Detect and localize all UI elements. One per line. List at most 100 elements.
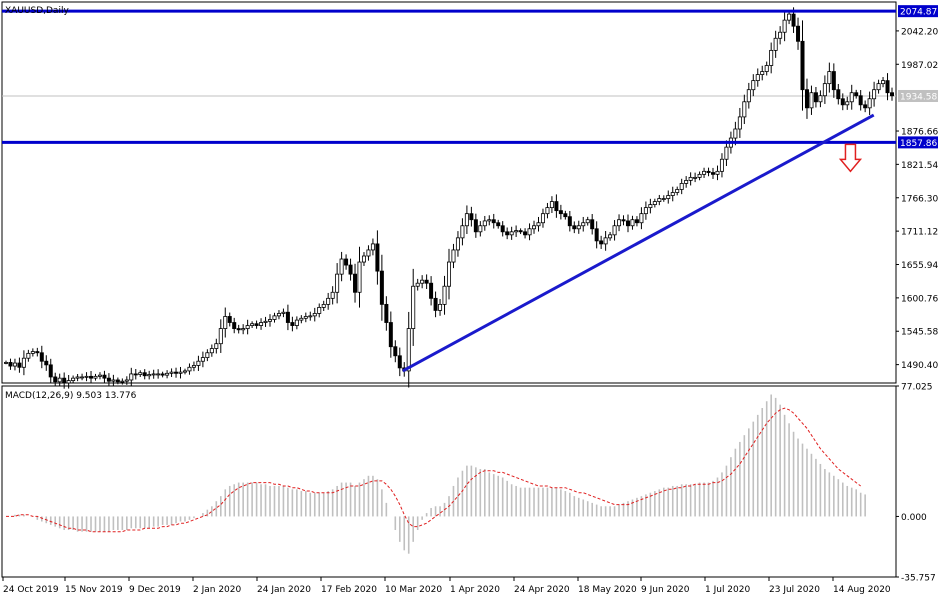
candle-body[interactable] bbox=[263, 320, 268, 323]
candle-body[interactable] bbox=[657, 198, 662, 202]
candle-body[interactable] bbox=[818, 95, 823, 103]
candle-body[interactable] bbox=[227, 316, 232, 323]
candle-body[interactable] bbox=[679, 183, 684, 190]
candle-body[interactable] bbox=[308, 315, 313, 318]
candle-body[interactable] bbox=[75, 376, 80, 379]
candle-body[interactable] bbox=[330, 291, 335, 299]
candle-body[interactable] bbox=[111, 379, 116, 382]
candle-body[interactable] bbox=[554, 201, 559, 212]
candle-body[interactable] bbox=[791, 13, 796, 27]
candle-body[interactable] bbox=[451, 249, 456, 263]
candle-body[interactable] bbox=[191, 365, 196, 368]
candle-body[interactable] bbox=[572, 225, 577, 230]
price-pane-frame[interactable] bbox=[1, 1, 897, 384]
candle-body[interactable] bbox=[840, 98, 845, 106]
candle-body[interactable] bbox=[773, 37, 778, 51]
candle-body[interactable] bbox=[84, 375, 89, 378]
candle-body[interactable] bbox=[500, 225, 505, 233]
candle-body[interactable] bbox=[473, 219, 478, 233]
candle-body[interactable] bbox=[872, 89, 877, 100]
candle-body[interactable] bbox=[26, 352, 31, 359]
candle-body[interactable] bbox=[415, 282, 420, 287]
candle-body[interactable] bbox=[120, 380, 125, 383]
candle-body[interactable] bbox=[581, 222, 586, 227]
candle-body[interactable] bbox=[509, 231, 514, 236]
trend-line[interactable] bbox=[402, 113, 875, 373]
candle-body[interactable] bbox=[608, 234, 613, 239]
candle-body[interactable] bbox=[357, 261, 362, 293]
candle-body[interactable] bbox=[142, 372, 147, 377]
candle-body[interactable] bbox=[746, 89, 751, 103]
candle-body[interactable] bbox=[281, 311, 286, 314]
candle-body[interactable] bbox=[232, 322, 237, 329]
candle-body[interactable] bbox=[625, 220, 630, 227]
candle-body[interactable] bbox=[379, 270, 384, 305]
candle-body[interactable] bbox=[881, 80, 886, 85]
candle-body[interactable] bbox=[711, 172, 716, 175]
candle-body[interactable] bbox=[594, 228, 599, 242]
candle-body[interactable] bbox=[147, 374, 152, 377]
candle-body[interactable] bbox=[760, 71, 765, 75]
candle-body[interactable] bbox=[487, 219, 492, 222]
candle-body[interactable] bbox=[697, 173, 702, 178]
candle-body[interactable] bbox=[303, 316, 308, 319]
candle-body[interactable] bbox=[693, 176, 698, 179]
candle-body[interactable] bbox=[702, 170, 707, 175]
candle-body[interactable] bbox=[675, 189, 680, 193]
candle-body[interactable] bbox=[532, 225, 537, 230]
candle-body[interactable] bbox=[245, 325, 250, 329]
candle-body[interactable] bbox=[259, 322, 264, 326]
candle-body[interactable] bbox=[523, 231, 528, 236]
candle-body[interactable] bbox=[822, 83, 827, 97]
candle-body[interactable] bbox=[115, 379, 120, 383]
candle-body[interactable] bbox=[406, 328, 411, 372]
candle-body[interactable] bbox=[890, 92, 895, 97]
candle-body[interactable] bbox=[567, 216, 572, 227]
candle-body[interactable] bbox=[706, 170, 711, 173]
candle-body[interactable] bbox=[39, 352, 44, 362]
candle-body[interactable] bbox=[804, 89, 809, 109]
candle-body[interactable] bbox=[549, 201, 554, 209]
candle-body[interactable] bbox=[469, 213, 474, 221]
candle-body[interactable] bbox=[576, 225, 581, 230]
candle-body[interactable] bbox=[321, 303, 326, 308]
candle-body[interactable] bbox=[438, 303, 443, 311]
candle-body[interactable] bbox=[223, 316, 228, 329]
candle-body[interactable] bbox=[124, 379, 129, 382]
candle-body[interactable] bbox=[764, 65, 769, 72]
candle-body[interactable] bbox=[420, 279, 425, 284]
candle-body[interactable] bbox=[335, 273, 340, 293]
candle-body[interactable] bbox=[724, 146, 729, 160]
candle-body[interactable] bbox=[89, 375, 94, 379]
candle-body[interactable] bbox=[241, 328, 246, 331]
candle-body[interactable] bbox=[209, 348, 214, 354]
candle-body[interactable] bbox=[755, 74, 760, 82]
candle-body[interactable] bbox=[854, 92, 859, 97]
candle-body[interactable] bbox=[505, 231, 510, 236]
candle-body[interactable] bbox=[339, 258, 344, 275]
candle-body[interactable] bbox=[688, 176, 693, 181]
candle-body[interactable] bbox=[169, 371, 174, 374]
candle-body[interactable] bbox=[97, 374, 102, 377]
candle-body[interactable] bbox=[299, 317, 304, 321]
candle-body[interactable] bbox=[160, 373, 165, 376]
candle-body[interactable] bbox=[827, 71, 832, 85]
candle-body[interactable] bbox=[639, 213, 644, 224]
candle-body[interactable] bbox=[863, 104, 868, 109]
candle-body[interactable] bbox=[845, 101, 850, 106]
candle-body[interactable] bbox=[151, 373, 156, 376]
candle-body[interactable] bbox=[182, 370, 187, 373]
candle-body[interactable] bbox=[849, 92, 854, 103]
candle-body[interactable] bbox=[156, 373, 161, 376]
candle-body[interactable] bbox=[71, 377, 76, 381]
candle-body[interactable] bbox=[536, 222, 541, 227]
candle-body[interactable] bbox=[464, 213, 469, 227]
candle-body[interactable] bbox=[165, 372, 170, 376]
candle-body[interactable] bbox=[138, 372, 143, 375]
candle-body[interactable] bbox=[737, 116, 742, 130]
candle-body[interactable] bbox=[778, 31, 783, 39]
candle-body[interactable] bbox=[867, 98, 872, 109]
candle-body[interactable] bbox=[366, 249, 371, 257]
candle-body[interactable] bbox=[205, 352, 210, 358]
candle-body[interactable] bbox=[809, 92, 814, 109]
